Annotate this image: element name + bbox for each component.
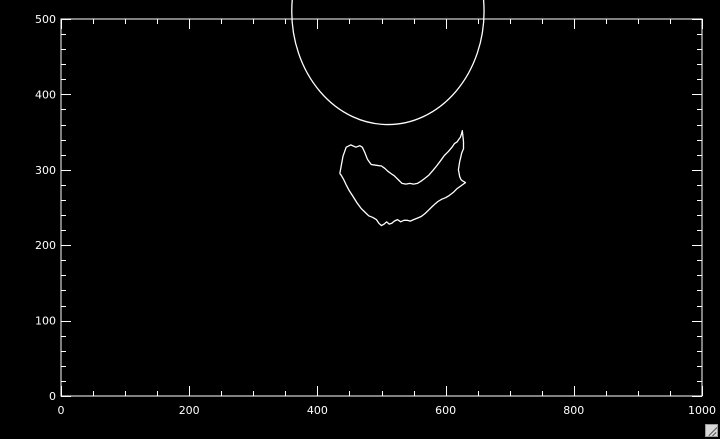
- y-tick-label: 500: [35, 13, 56, 26]
- resize-grip-icon[interactable]: [705, 424, 718, 437]
- y-tick-label: 300: [35, 164, 56, 177]
- x-tick-label: 200: [179, 404, 200, 417]
- x-tick-label: 600: [435, 404, 456, 417]
- y-tick-label: 200: [35, 239, 56, 252]
- series-layer: [291, 0, 485, 227]
- tick-layer: [61, 19, 703, 397]
- x-tick-label: 0: [58, 404, 65, 417]
- x-tick-label: 800: [563, 404, 584, 417]
- y-tick-label: 400: [35, 88, 56, 101]
- x-tick-label: 1000: [688, 404, 716, 417]
- y-tick-label: 100: [35, 315, 56, 328]
- contour-series-1: [339, 129, 467, 227]
- circle-series-0: [291, 0, 485, 126]
- y-tick-label: 0: [49, 390, 56, 403]
- x-tick-label: 400: [307, 404, 328, 417]
- tick-label-layer: 0 200 400 600 800 1000 0 100 200 300 400 500: [35, 13, 716, 417]
- plot-frame: [60, 18, 703, 397]
